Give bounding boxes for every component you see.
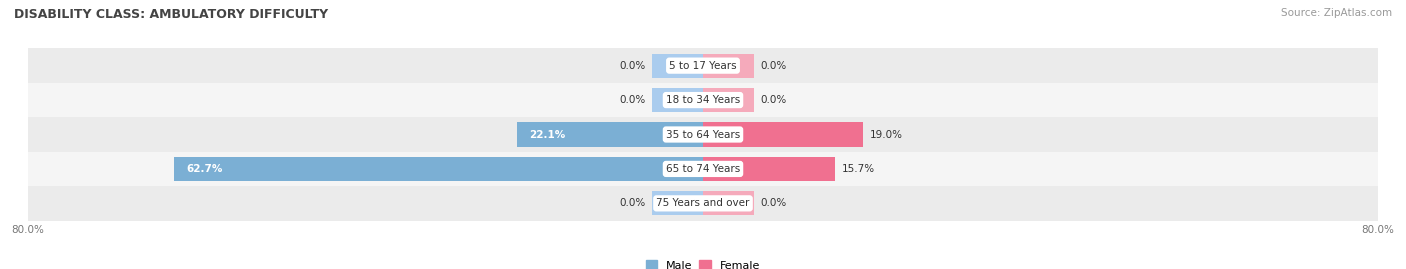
Bar [28,152,1378,186]
Bar [703,157,835,181]
Text: Source: ZipAtlas.com: Source: ZipAtlas.com [1281,8,1392,18]
Bar [703,191,754,215]
Bar [703,122,863,147]
Text: 0.0%: 0.0% [620,61,645,71]
Text: 0.0%: 0.0% [620,95,645,105]
Text: 22.1%: 22.1% [529,129,565,140]
Bar [652,191,703,215]
Text: 18 to 34 Years: 18 to 34 Years [666,95,740,105]
Bar [28,186,1378,221]
Text: 0.0%: 0.0% [761,95,786,105]
Text: DISABILITY CLASS: AMBULATORY DIFFICULTY: DISABILITY CLASS: AMBULATORY DIFFICULTY [14,8,328,21]
Text: 5 to 17 Years: 5 to 17 Years [669,61,737,71]
Text: 62.7%: 62.7% [187,164,224,174]
Text: 0.0%: 0.0% [761,61,786,71]
Bar [28,117,1378,152]
Bar [652,54,703,78]
Legend: Male, Female: Male, Female [641,256,765,269]
Bar [703,88,754,112]
Text: 75 Years and over: 75 Years and over [657,198,749,208]
Text: 19.0%: 19.0% [870,129,903,140]
Bar [174,157,703,181]
Text: 65 to 74 Years: 65 to 74 Years [666,164,740,174]
Bar [28,83,1378,117]
Bar [516,122,703,147]
Bar [28,48,1378,83]
Text: 15.7%: 15.7% [842,164,876,174]
Bar [652,88,703,112]
Bar [703,54,754,78]
Text: 0.0%: 0.0% [620,198,645,208]
Text: 0.0%: 0.0% [761,198,786,208]
Text: 35 to 64 Years: 35 to 64 Years [666,129,740,140]
